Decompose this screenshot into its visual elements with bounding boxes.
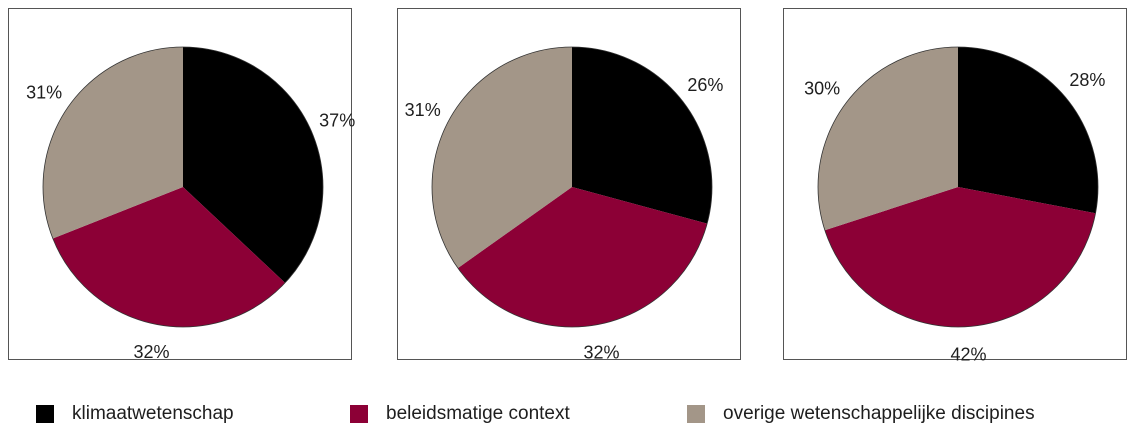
pie-label-beleidsmatige-context: 42% [950, 345, 986, 365]
legend-item-klimaatwetenschap: klimaatwetenschap [36, 400, 234, 428]
pie-label-beleidsmatige-context: 32% [133, 342, 169, 362]
legend-swatch-klimaatwetenschap [36, 405, 54, 423]
pie-slice-beleidsmatige-context [457, 187, 708, 328]
chart-legend: klimaatwetenschap beleidsmatige context … [36, 400, 1116, 428]
pie-outline [431, 46, 713, 328]
pie-chart-3: 28% 42% 30% [804, 46, 1105, 365]
pie-slice-beleidsmatige-context [52, 187, 286, 328]
pie-label-overige-disciplines: 31% [26, 83, 62, 103]
pie-label-klimaatwetenschap: 26% [687, 75, 723, 95]
legend-item-beleidsmatige-context: beleidsmatige context [350, 400, 570, 428]
pie-chart-panel-3: 28% 42% 30% [783, 8, 1127, 365]
pie-slice-klimaatwetenschap [572, 47, 712, 224]
pie-outline [817, 46, 1099, 328]
pie-label-overige-disciplines: 31% [405, 100, 441, 120]
pie-chart-2: 26% 32% 31% [405, 46, 723, 362]
legend-label-klimaatwetenschap: klimaatwetenschap [72, 403, 234, 424]
legend-label-overige-disciplines: overige wetenschappelijke discipines [723, 403, 1035, 424]
pie-slice-klimaatwetenschap [183, 46, 324, 283]
pie-slice-beleidsmatige-context [824, 187, 1096, 328]
pie-label-overige-disciplines: 30% [804, 78, 840, 98]
pie-chart-panel-2: 26% 32% 31% [397, 8, 741, 362]
legend-label-beleidsmatige-context: beleidsmatige context [386, 403, 570, 424]
pie-outline [42, 46, 324, 328]
legend-swatch-overige-disciplines [687, 405, 705, 423]
pie-slice-overige-disciplines [817, 47, 958, 231]
legend-item-overige-disciplines: overige wetenschappelijke discipines [687, 400, 1035, 428]
pie-label-klimaatwetenschap: 37% [319, 110, 355, 130]
pie-chart-panel-1: 37% 32% 31% [8, 8, 355, 362]
pie-label-beleidsmatige-context: 32% [583, 342, 619, 362]
pie-slice-overige-disciplines [431, 46, 572, 269]
pie-label-klimaatwetenschap: 28% [1069, 70, 1105, 90]
legend-swatch-beleidsmatige-context [350, 405, 368, 423]
pie-slice-klimaatwetenschap [958, 47, 1098, 214]
pie-chart-1: 37% 32% 31% [26, 46, 355, 362]
